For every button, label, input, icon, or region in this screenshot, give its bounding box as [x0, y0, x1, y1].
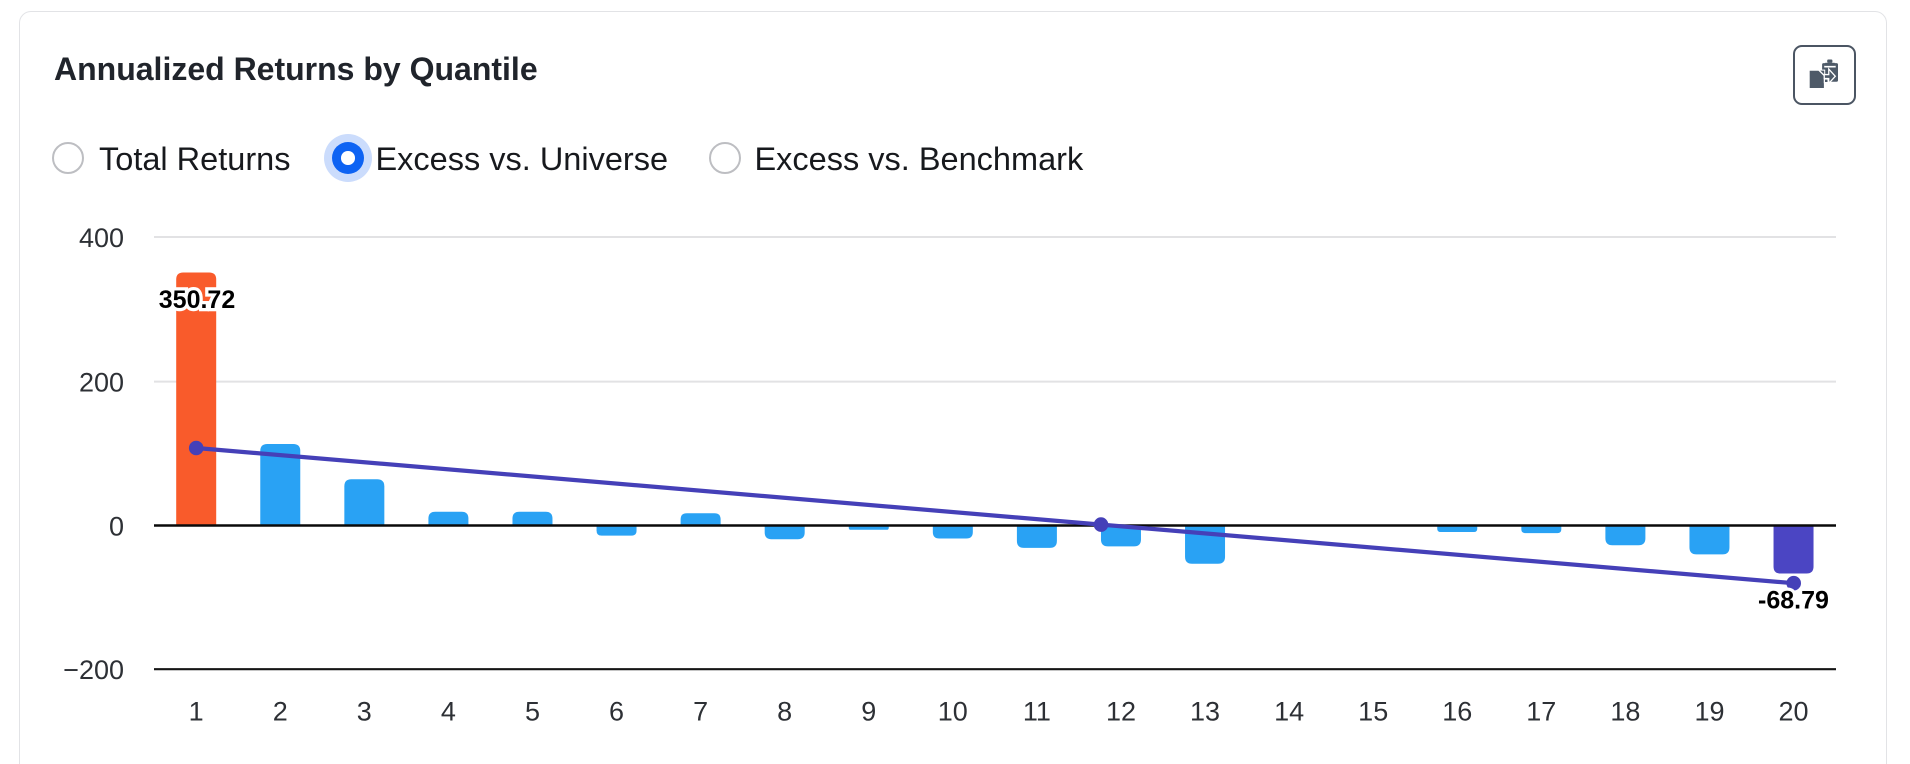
svg-text:20: 20 — [1778, 697, 1808, 727]
svg-text:17: 17 — [1526, 697, 1556, 727]
svg-text:18: 18 — [1610, 697, 1640, 727]
svg-text:5: 5 — [525, 697, 540, 727]
svg-text:2: 2 — [273, 697, 288, 727]
svg-text:6: 6 — [609, 697, 624, 727]
svg-text:15: 15 — [1358, 697, 1388, 727]
svg-text:16: 16 — [1442, 697, 1472, 727]
svg-text:11: 11 — [1023, 697, 1051, 727]
svg-text:−200: −200 — [63, 655, 124, 685]
svg-text:8: 8 — [777, 697, 792, 727]
svg-text:-68.79: -68.79 — [1758, 587, 1829, 615]
svg-text:3: 3 — [357, 697, 372, 727]
svg-text:13: 13 — [1190, 697, 1220, 727]
svg-text:19: 19 — [1694, 697, 1724, 727]
svg-text:0: 0 — [109, 511, 124, 541]
svg-text:12: 12 — [1106, 697, 1136, 727]
svg-text:14: 14 — [1274, 697, 1304, 727]
svg-text:1: 1 — [189, 697, 204, 727]
svg-text:200: 200 — [79, 367, 124, 397]
svg-text:7: 7 — [693, 697, 708, 727]
svg-text:350.72: 350.72 — [159, 286, 235, 314]
svg-text:9: 9 — [861, 697, 876, 727]
svg-text:400: 400 — [79, 223, 124, 253]
svg-text:10: 10 — [938, 697, 968, 727]
svg-text:4: 4 — [441, 697, 456, 727]
